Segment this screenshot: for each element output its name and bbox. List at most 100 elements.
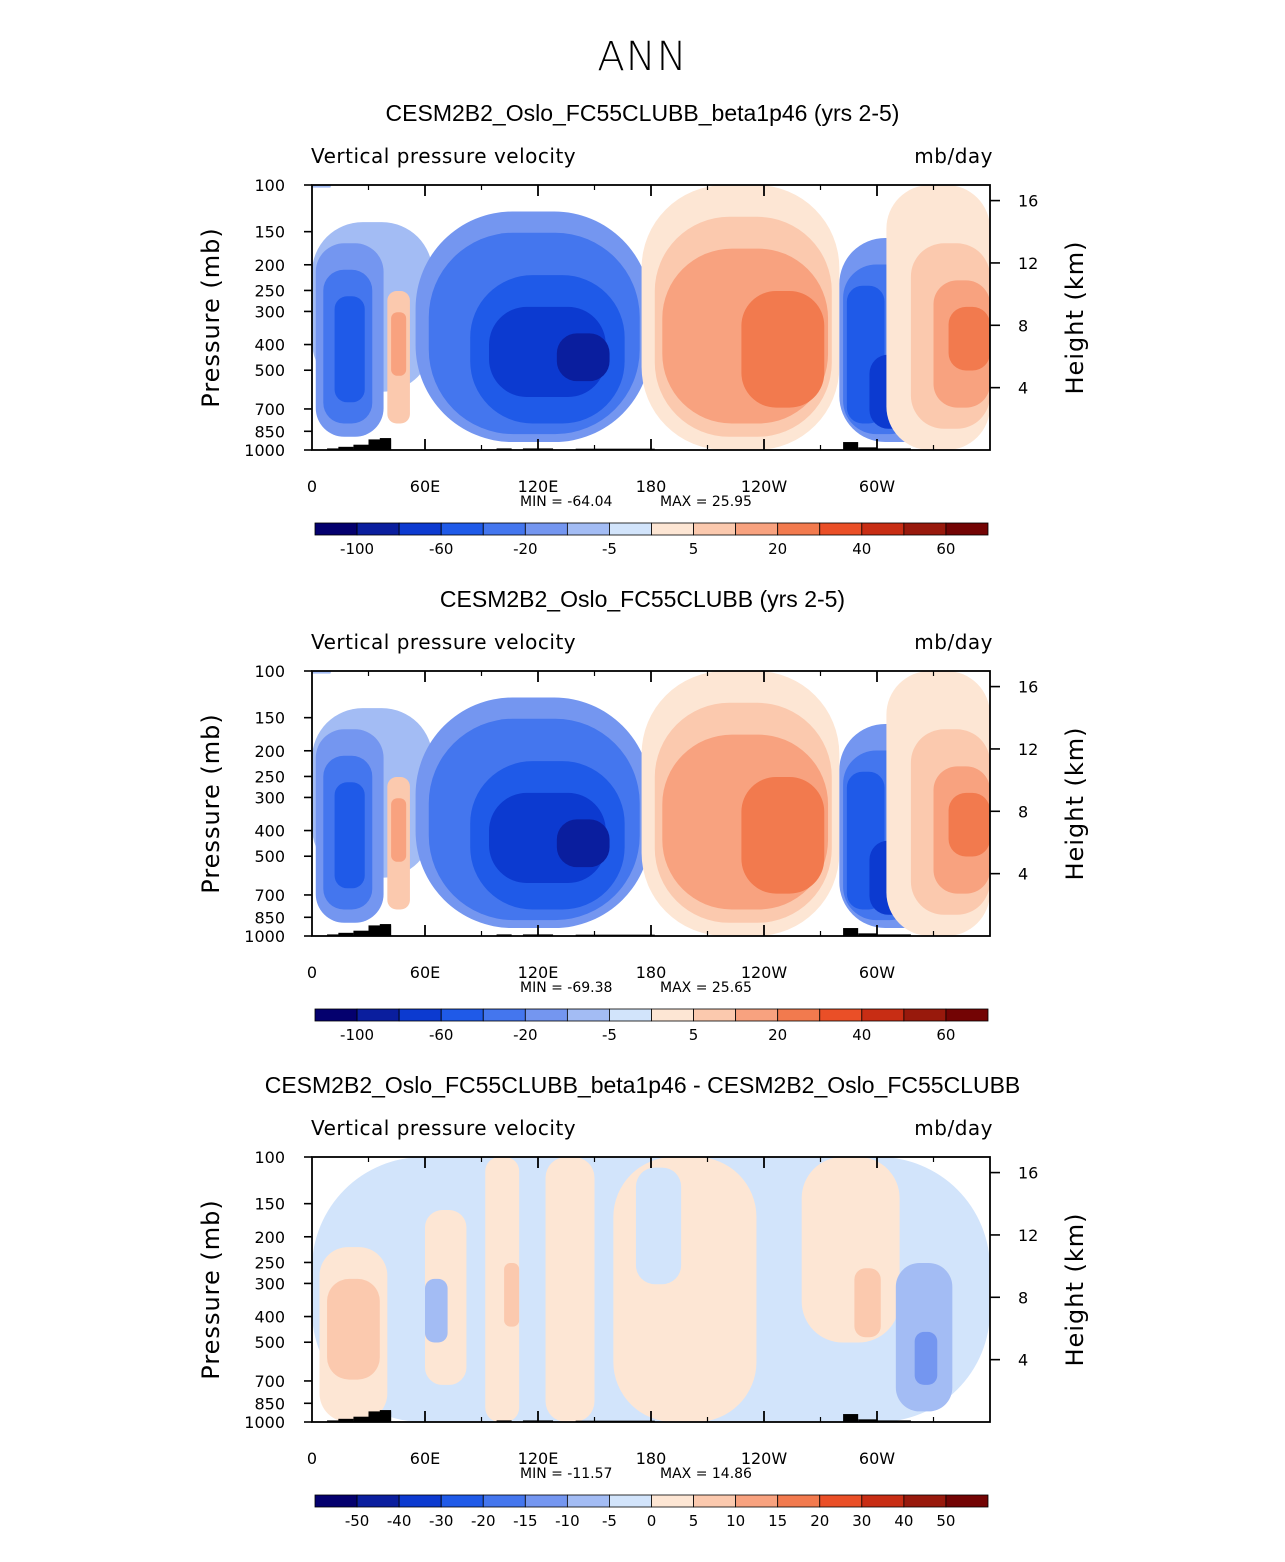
colorbar-label: 15 (768, 1512, 787, 1530)
x-tick-label: 120E (518, 1449, 559, 1468)
x-tick-label: 60W (859, 1449, 895, 1468)
colorbar-swatch (398, 1494, 442, 1508)
colorbar (314, 1008, 989, 1022)
colorbar-swatch (819, 1494, 863, 1508)
colorbar-swatch (609, 1494, 652, 1508)
contour-region (545, 1157, 595, 1422)
colorbar-swatch (482, 522, 526, 536)
y2-tick-label: 8 (1018, 1288, 1028, 1307)
y2-axis-label: Height (km) (1061, 727, 1089, 881)
colorbar-swatch (735, 522, 779, 536)
colorbar-swatch (482, 1008, 526, 1022)
colorbar-swatch (861, 522, 905, 536)
y-tick-label: 150 (254, 223, 285, 242)
y-tick-label: 850 (254, 908, 285, 927)
y-tick-label: 1000 (244, 441, 285, 460)
y-tick-label: 150 (254, 1195, 285, 1214)
colorbar-swatch (945, 1008, 989, 1022)
contour-field (312, 671, 990, 936)
colorbar-swatch (651, 1494, 694, 1508)
colorbar-swatch (398, 1008, 442, 1022)
x-tick-label: 120W (741, 1449, 788, 1468)
y-tick-label: 500 (254, 361, 285, 380)
colorbar-swatch (861, 1494, 905, 1508)
x-tick-label: 0 (307, 963, 317, 982)
colorbar-swatch (524, 522, 568, 536)
contour-region (504, 1263, 520, 1327)
colorbar-swatch (314, 1008, 358, 1022)
colorbar-label: 60 (936, 540, 955, 558)
colorbar-label: -50 (345, 1512, 370, 1530)
colorbar-swatch (609, 1008, 652, 1022)
variable-name: Vertical pressure velocity (311, 630, 576, 654)
contour-region (948, 306, 990, 371)
contour-region (801, 1157, 900, 1343)
colorbar-label: -5 (602, 1512, 617, 1530)
x-tick-label: 60E (410, 963, 440, 982)
y-tick-label: 100 (254, 176, 285, 195)
x-tick-label: 60E (410, 477, 440, 496)
colorbar-swatch (566, 1008, 610, 1022)
y-tick-label: 300 (254, 1274, 285, 1293)
colorbar-label: -5 (602, 1026, 617, 1044)
min-value-label: MIN = -11.57 (520, 1466, 612, 1482)
colorbar-swatch (440, 1494, 484, 1508)
colorbar-swatch (609, 522, 652, 536)
y2-tick-label: 12 (1018, 254, 1038, 273)
contour-region (391, 312, 407, 376)
colorbar-label: -100 (340, 1026, 374, 1044)
colorbar-swatch (356, 1494, 400, 1508)
colorbar (314, 1494, 989, 1508)
y2-tick-label: 8 (1018, 316, 1028, 335)
contour-region (741, 777, 825, 894)
units-label: mb/day (914, 1116, 993, 1140)
contour-region (635, 1167, 682, 1285)
y-tick-label: 250 (254, 281, 285, 300)
colorbar-swatch (356, 1008, 400, 1022)
colorbar-label: 5 (689, 1512, 699, 1530)
y-tick-label: 1000 (244, 927, 285, 946)
terrain-block (338, 446, 354, 450)
colorbar-label: 20 (768, 540, 787, 558)
colorbar-swatch (398, 522, 442, 536)
terrain-block (379, 1410, 392, 1422)
y-tick-label: 850 (254, 422, 285, 441)
max-value-label: MAX = 25.95 (660, 494, 752, 510)
y-tick-label: 200 (254, 256, 285, 275)
units-label: mb/day (914, 144, 993, 168)
colorbar-label: -100 (340, 540, 374, 558)
y-tick-label: 400 (254, 822, 285, 841)
y-tick-label: 400 (254, 1308, 285, 1327)
x-tick-label: 0 (307, 1449, 317, 1468)
colorbar-swatch (777, 1494, 821, 1508)
y-tick-label: 300 (254, 788, 285, 807)
y-tick-label: 500 (254, 1333, 285, 1352)
contour-field (312, 185, 990, 450)
colorbar-swatch (524, 1494, 568, 1508)
colorbar-label: 30 (852, 1512, 871, 1530)
contour-field (312, 1157, 990, 1422)
colorbar (314, 522, 989, 536)
y2-tick-label: 16 (1018, 678, 1038, 697)
contour-region (391, 798, 407, 862)
contour-region (556, 819, 610, 868)
panel-3-difference: CESM2B2_Oslo_FC55CLUBB_beta1p46 - CESM2B… (0, 1072, 1285, 1562)
panel-1: CESM2B2_Oslo_FC55CLUBB_beta1p46 (yrs 2-5… (0, 100, 1285, 590)
colorbar-swatch (440, 1008, 484, 1022)
colorbar-swatch (777, 522, 821, 536)
chart-svg: Vertical pressure velocity mb/day 0 60E 120E… (197, 630, 1089, 1044)
contour-region (854, 1268, 881, 1338)
x-tick-label: 60W (859, 963, 895, 982)
colorbar-label: 0 (647, 1512, 657, 1530)
x-tick-label: 120W (741, 963, 788, 982)
y2-tick-label: 8 (1018, 802, 1028, 821)
colorbar-label: 50 (936, 1512, 955, 1530)
panel-title: CESM2B2_Oslo_FC55CLUBB_beta1p46 (yrs 2-5… (385, 100, 900, 126)
y-tick-label: 200 (254, 1228, 285, 1247)
y-tick-label: 700 (254, 886, 285, 905)
x-tick-label: 180 (636, 1449, 667, 1468)
contour-region (613, 1157, 757, 1422)
units-label: mb/day (914, 630, 993, 654)
y2-tick-label: 4 (1018, 1351, 1028, 1370)
y2-axis-label: Height (km) (1061, 241, 1089, 395)
